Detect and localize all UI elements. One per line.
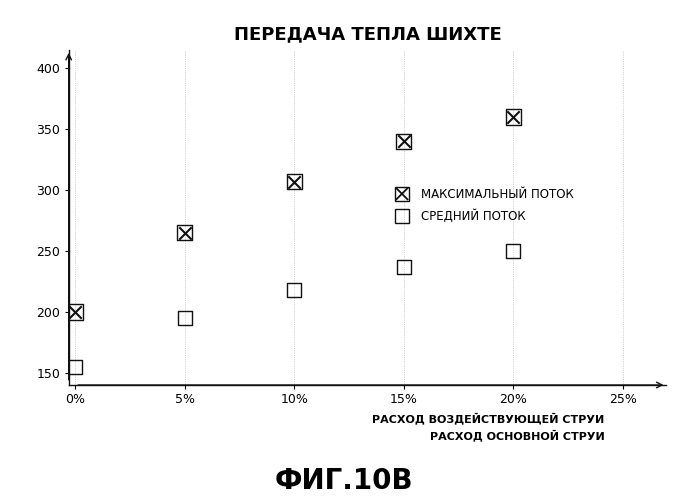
Point <box>398 263 409 271</box>
Point <box>508 113 519 121</box>
Point <box>70 362 81 370</box>
Point <box>289 286 300 294</box>
Point <box>70 308 81 316</box>
Point <box>289 178 300 186</box>
Point <box>398 138 409 145</box>
Point <box>398 138 409 145</box>
Title: ПЕРЕДАЧА ТЕПЛА ШИХТЕ: ПЕРЕДАЧА ТЕПЛА ШИХТЕ <box>234 25 502 43</box>
Point <box>179 314 190 322</box>
Point <box>179 228 190 236</box>
Point <box>289 178 300 186</box>
Text: ФИГ.10В: ФИГ.10В <box>274 467 413 495</box>
Point <box>70 308 81 316</box>
Text: РАСХОД ВОЗДЕЙСТВУЮЩЕЙ СТРУИ: РАСХОД ВОЗДЕЙСТВУЮЩЕЙ СТРУИ <box>372 412 605 424</box>
Text: РАСХОД ОСНОВНОЙ СТРУИ: РАСХОД ОСНОВНОЙ СТРУИ <box>430 430 605 442</box>
Point <box>179 228 190 236</box>
Point <box>508 247 519 255</box>
Legend: МАКСИМАЛЬНЫЙ ПОТОК, СРЕДНИЙ ПОТОК: МАКСИМАЛЬНЫЙ ПОТОК, СРЕДНИЙ ПОТОК <box>385 183 578 228</box>
Point <box>508 113 519 121</box>
